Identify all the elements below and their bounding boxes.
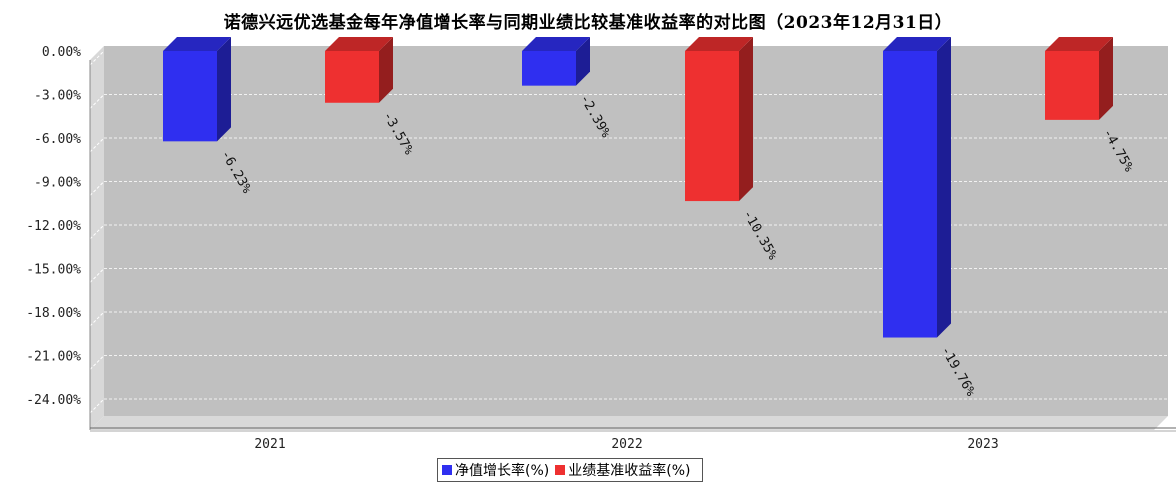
bar [1045,51,1099,120]
gridline-wall [89,94,105,109]
bar-side [576,37,590,86]
bar-top [163,37,231,51]
y-tick-label: -3.00% [34,89,81,104]
bar-side [937,37,951,338]
gridline-wall [89,311,105,327]
gridline-wall [89,398,105,414]
y-tick-label: -12.00% [26,219,81,234]
y-tick-label: -6.00% [34,132,81,147]
bar-side [379,37,393,103]
bar-top [685,37,753,51]
x-tick-label: 2023 [967,437,998,452]
bar [325,51,379,103]
gridline-wall [89,268,105,283]
y-tick-label: -9.00% [34,176,81,191]
x-tick-label: 2021 [254,437,285,452]
legend-label-nav: 净值增长率(%) [455,463,550,479]
y-tick-label: -18.00% [26,306,81,321]
bar-side [217,37,231,142]
y-tick-label: -21.00% [26,350,81,365]
gridline-wall [89,181,105,196]
legend-item-nav: 净值增长率(%) [442,460,549,480]
gridline-wall [89,224,105,240]
bar-top [325,37,393,51]
bar-side [1099,37,1113,120]
bar-top [883,37,951,51]
bar-side [739,37,753,202]
bar [685,51,739,202]
bar-top [522,37,590,51]
plot-floor [90,416,1168,430]
bar-top [1045,37,1113,51]
plot-background [104,46,1168,416]
legend-label-benchmark: 业绩基准收益率(%) [568,463,691,479]
chart-title: 诺德兴远优选基金每年净值增长率与同期业绩比较基准收益率的对比图（2023年12月… [223,13,953,33]
legend-swatch-benchmark [555,465,566,475]
gridline-wall [89,50,105,66]
x-tick-label: 2022 [611,437,642,452]
plot-left-wall [90,46,104,430]
legend-item-benchmark: 业绩基准收益率(%) [555,460,690,480]
bar [163,51,217,142]
legend-swatch-nav [442,465,452,475]
y-tick-label: -24.00% [26,393,81,408]
bar [883,51,937,338]
gridline-wall [89,137,105,153]
y-tick-label: -15.00% [26,263,81,278]
gridline-wall [89,355,105,370]
legend: 净值增长率(%) 业绩基准收益率(%) [437,458,704,482]
y-tick-label: 0.00% [42,45,81,60]
bar [522,51,576,86]
